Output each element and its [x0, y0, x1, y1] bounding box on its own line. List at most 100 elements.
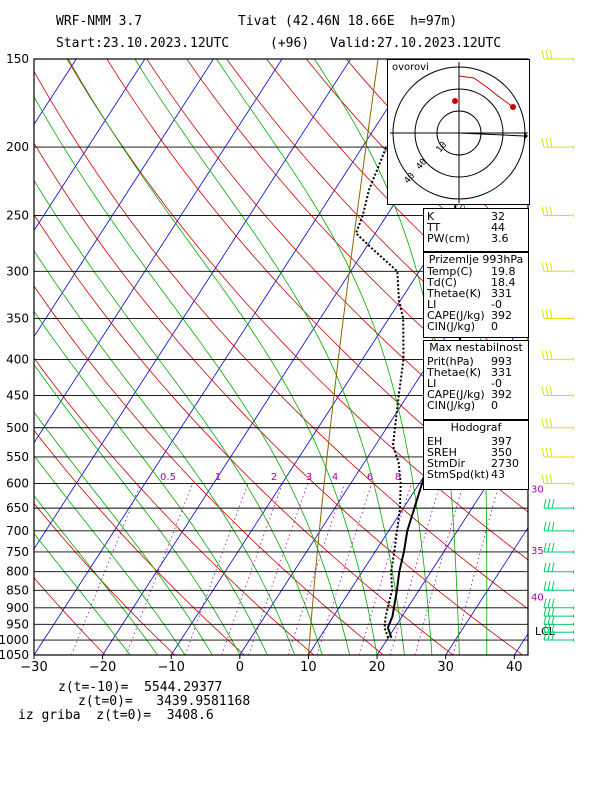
- start-time: 12UTC: [190, 36, 230, 51]
- wind-barb: [543, 607, 574, 619]
- isotherm-line: [34, 59, 146, 232]
- isotherm-line: [0, 38, 21, 655]
- param-row: Prit(hPa) 993: [424, 356, 528, 367]
- param-row: LI -0: [424, 378, 528, 389]
- valid-time: 12UTC: [462, 36, 502, 51]
- dry-adiabat-line: [34, 213, 454, 655]
- valid-date: Valid:27.10.2023.: [330, 36, 464, 51]
- dry-adiabat-line: [34, 429, 245, 655]
- mixing-ratio-line: [71, 483, 141, 655]
- surface-panel: Prizemlje 993hPa Temp(C) 19.8 Td(C) 18.4 The…: [423, 252, 529, 338]
- moist-adiabat-line: [34, 250, 296, 655]
- param-label: CIN(J/kg): [427, 320, 476, 333]
- pressure-tick-label: 1050: [0, 648, 29, 662]
- mixing-ratio-line: [184, 483, 249, 655]
- param-row: Thetae(K) 331: [424, 367, 528, 378]
- hodograph-ring-label: 40: [415, 157, 430, 172]
- param-label: SREH: [427, 446, 457, 459]
- param-value: 397: [491, 435, 512, 448]
- param-label: TT: [427, 221, 441, 234]
- dry-adiabat-line: [66, 59, 528, 561]
- pressure-tick-label: 350: [6, 312, 29, 326]
- isotherm-line: [34, 59, 420, 655]
- location-label: Tivat (42.46N 18.66E h=97m): [238, 14, 458, 29]
- wind-barb: [541, 309, 574, 321]
- param-value: 350: [491, 446, 512, 459]
- mixing-ratio-label: 8: [395, 472, 401, 483]
- pressure-tick-label: 700: [6, 524, 29, 538]
- mixing-ratio-line: [125, 483, 193, 655]
- param-value: 0: [491, 399, 498, 412]
- param-value: 3.6: [491, 232, 509, 245]
- pressure-tick-label: 1000: [0, 633, 29, 647]
- wind-barb: [541, 138, 574, 150]
- height-t-minus10: z(t=-10)= 5544.29377: [58, 680, 223, 695]
- param-label: Thetae(K): [427, 287, 482, 300]
- param-value: 993: [491, 355, 512, 368]
- isotherm-line: [34, 59, 77, 126]
- param-label: Temp(C): [427, 265, 473, 278]
- mixing-ratio-line: [316, 483, 373, 655]
- param-label: LI: [427, 377, 437, 390]
- dry-adiabat-line: [34, 70, 528, 610]
- pressure-tick-label: 750: [6, 545, 29, 559]
- wind-barb: [541, 206, 574, 218]
- dry-adiabat-line: [146, 59, 528, 466]
- mixing-ratio-label: 4: [332, 472, 338, 483]
- param-row: StmDir 2730: [424, 458, 528, 469]
- param-row: LI -0: [424, 299, 528, 310]
- wind-barb: [543, 598, 574, 610]
- temp-tick-label: −20: [89, 660, 116, 675]
- mixing-ratio-label: 3: [306, 472, 312, 483]
- mixing-ratio-line: [390, 483, 441, 655]
- dry-adiabat-line: [34, 502, 175, 655]
- wind-barb: [541, 447, 574, 459]
- wind-barb: [543, 623, 574, 635]
- wind-barb: [541, 262, 574, 274]
- hodograph-params-panel: Hodograf EH 397 SREH 350 StmDir 2730 StmSpd(kt…: [423, 420, 529, 490]
- param-row: StmSpd(kt) 43: [424, 469, 528, 480]
- mixing-ratio-label: 1: [215, 472, 221, 483]
- wind-barb: [543, 521, 574, 533]
- pressure-tick-label: 600: [6, 477, 29, 491]
- moist-adiabat-line: [34, 411, 213, 655]
- param-value: 392: [491, 388, 512, 401]
- surface-title: Prizemlje 993hPa: [428, 253, 524, 266]
- dry-adiabat-line: [34, 142, 523, 655]
- param-label: EH: [427, 435, 443, 448]
- param-label: Td(C): [427, 276, 457, 289]
- param-row: Td(C) 18.4: [424, 277, 528, 288]
- mixing-ratio-line: [358, 483, 412, 655]
- hodograph-end-point: [510, 104, 516, 110]
- hodograph-title: ovorovi: [392, 62, 429, 73]
- hodograph-panel: 10 40 40 ovorovi: [387, 59, 530, 205]
- param-value: 18.4: [491, 276, 516, 289]
- theta-e-label: 30: [531, 485, 544, 496]
- param-label: StmSpd(kt): [427, 468, 490, 481]
- param-value: 0: [491, 320, 498, 333]
- moist-adiabat-line: [67, 59, 378, 655]
- isotherm-line: [34, 59, 283, 444]
- isotherm-line: [34, 59, 214, 338]
- dry-adiabat-line: [226, 59, 528, 375]
- param-row: CIN(J/kg) 0: [424, 321, 528, 332]
- param-label: LI: [427, 298, 437, 311]
- start-date: Start:23.10.2023.: [56, 36, 190, 51]
- wind-barb: [543, 581, 574, 593]
- temp-tick-label: 30: [437, 660, 454, 675]
- pressure-tick-label: 150: [6, 52, 29, 66]
- hodograph-start-point: [452, 98, 458, 104]
- wind-barb: [541, 49, 574, 61]
- param-row: Temp(C) 19.8: [424, 266, 528, 277]
- temp-tick-label: −10: [158, 660, 185, 675]
- pressure-tick-label: 950: [6, 617, 29, 631]
- height-t-zero: z(t=0)= 3439.9581168: [78, 694, 251, 709]
- pressure-tick-label: 800: [6, 565, 29, 579]
- param-label: CAPE(J/kg): [427, 309, 485, 322]
- param-label: K: [427, 210, 435, 223]
- param-label: Thetae(K): [427, 366, 482, 379]
- param-value: 2730: [491, 457, 519, 470]
- pressure-tick-label: 300: [6, 264, 29, 278]
- wind-barb: [543, 630, 574, 643]
